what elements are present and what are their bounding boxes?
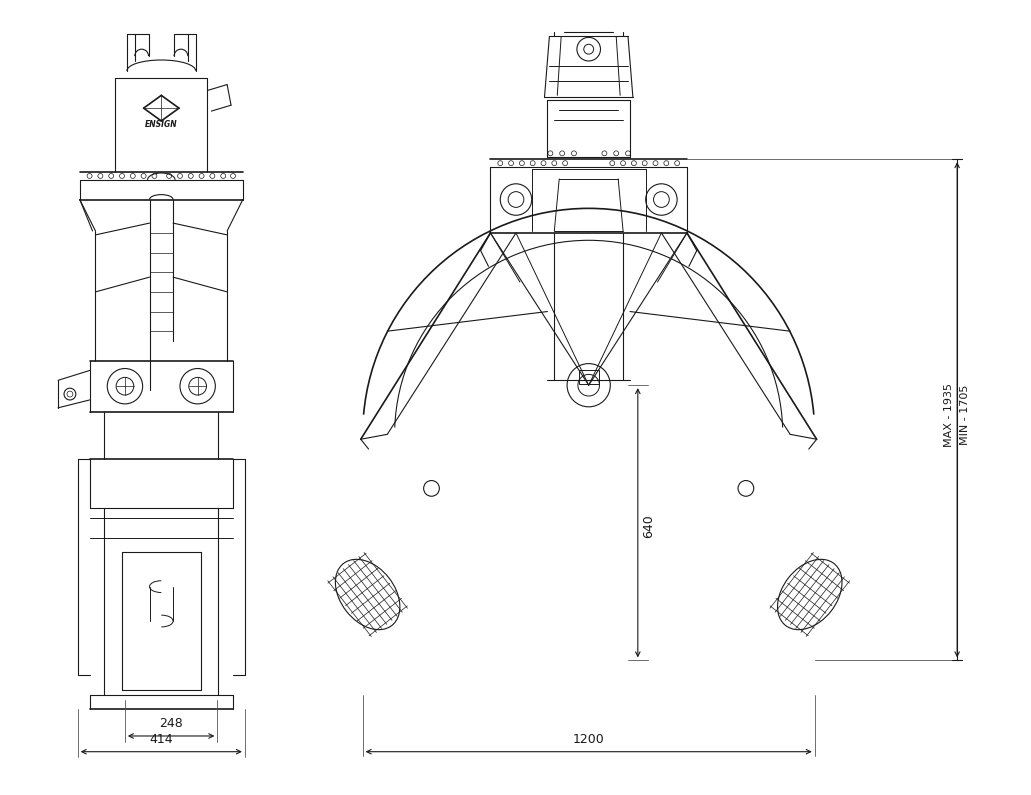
Text: 640: 640	[641, 514, 655, 537]
Text: 248: 248	[159, 717, 182, 730]
Text: MAX - 1935: MAX - 1935	[944, 382, 955, 447]
Text: 414: 414	[149, 733, 173, 746]
Text: 1200: 1200	[573, 733, 604, 746]
Text: ENSIGN: ENSIGN	[145, 120, 177, 130]
Text: MIN - 1705: MIN - 1705	[960, 385, 970, 445]
Bar	[578, 370, 599, 384]
